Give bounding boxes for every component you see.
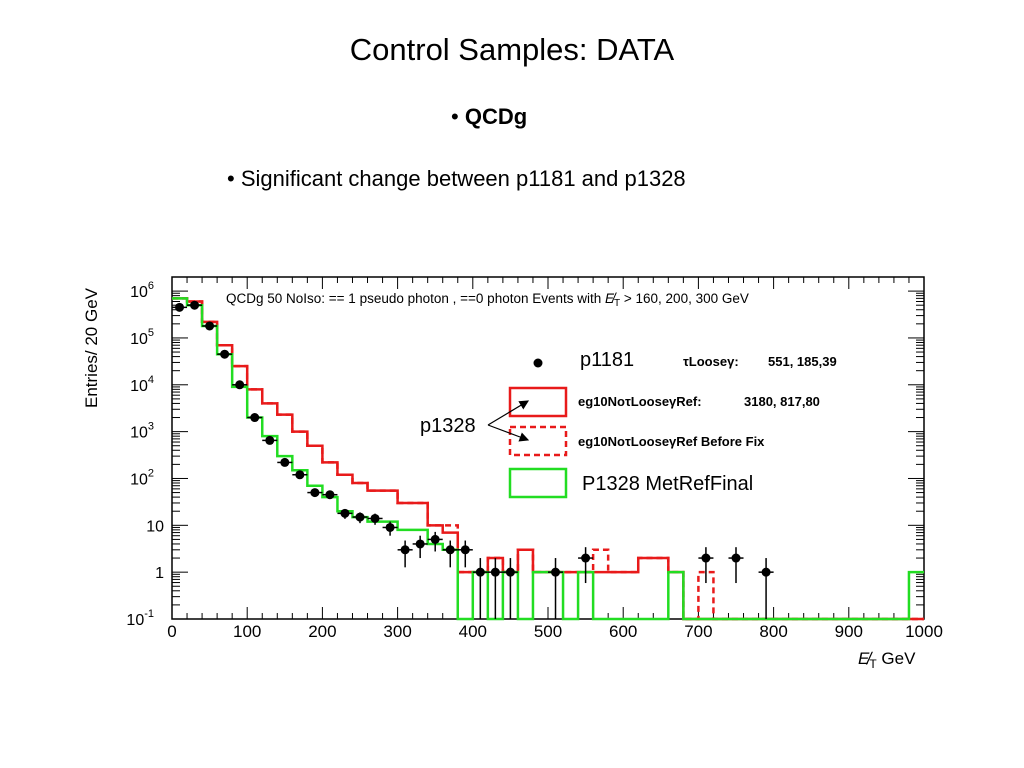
legend-label-tau: τLooseγ: <box>683 354 739 369</box>
data-point <box>551 567 561 577</box>
data-point <box>355 512 365 522</box>
y-tick-label: 102 <box>130 467 154 488</box>
data-point <box>490 567 500 577</box>
data-point <box>370 513 380 523</box>
y-tick-label: 103 <box>130 421 154 442</box>
data-point <box>761 567 771 577</box>
data-point <box>325 490 335 500</box>
data-point <box>175 302 185 312</box>
data-point <box>400 545 410 555</box>
x-tick-label: 500 <box>534 622 562 641</box>
bullet-significant-change: • Significant change between p1181 and p… <box>227 166 686 191</box>
legend-label-p1181: p1181 <box>580 349 634 371</box>
axis-ticks <box>171 276 925 620</box>
data-point <box>295 470 305 480</box>
legend-swatch-red <box>508 386 568 418</box>
data-point <box>205 321 215 331</box>
plot-frame <box>171 276 925 620</box>
annotation-p1328: p1328 <box>420 415 476 437</box>
x-tick-label: 700 <box>684 622 712 641</box>
y-tick-label: 105 <box>130 327 154 348</box>
legend: p1181 τLooseγ: 551, 185,39 eg10NoτLooseγ… <box>508 349 837 499</box>
bullet-marker: • <box>451 104 459 129</box>
y-tick-label: 104 <box>130 374 154 395</box>
annotation-arrow-solid <box>487 400 530 426</box>
data-point <box>190 300 200 310</box>
legend-swatch-red-dashed <box>508 425 568 457</box>
data-point <box>430 534 440 544</box>
p1181-points <box>172 300 774 619</box>
x-tick-label: 800 <box>759 622 787 641</box>
x-tick-label: 400 <box>459 622 487 641</box>
data-point <box>220 349 230 359</box>
legend-label-red-dashed: eg10NoτLooseγRef Before Fix <box>578 434 765 449</box>
x-tick-label: 0 <box>167 622 176 641</box>
legend-value-tau: 551, 185,39 <box>768 354 837 369</box>
slide-title: Control Samples: DATA <box>349 32 675 67</box>
legend-label-green: P1328 MetRefFinal <box>582 473 753 495</box>
legend-label-red: eg10NoτLooseγRef: <box>578 394 702 409</box>
data-point <box>415 539 425 549</box>
y-axis-label: Entries/ 20 GeV <box>82 287 101 408</box>
x-tick-label: 600 <box>609 622 637 641</box>
data-point <box>701 553 711 563</box>
data-point <box>445 545 455 555</box>
data-point <box>280 457 290 467</box>
legend-value-red: 3180, 817,80 <box>744 394 820 409</box>
bullet-qcdg-text: QCDg <box>464 104 528 129</box>
y-tick-label: 10 <box>146 518 164 535</box>
x-tick-label: 1000 <box>905 622 943 641</box>
data-point <box>731 553 741 563</box>
axis-labels: 0 100 200 300 400 500 600 700 800 900 1000 10-1 1 10 1… <box>82 280 943 671</box>
y-tick-label: 1 <box>155 565 164 582</box>
data-point <box>460 545 470 555</box>
x-tick-label: 100 <box>233 622 261 641</box>
data-point <box>250 413 260 423</box>
x-tick-label: 900 <box>835 622 863 641</box>
data-point <box>581 553 591 563</box>
chart-title: QCDg 50 NoIso: == 1 pseudo photon , ==0 … <box>226 291 749 309</box>
y-tick-label: 106 <box>130 280 154 301</box>
x-tick-label: 300 <box>383 622 411 641</box>
x-tick-label: 200 <box>308 622 336 641</box>
data-point <box>265 435 275 445</box>
legend-swatch-green <box>508 467 568 499</box>
y-tick-label: 10-1 <box>126 608 154 629</box>
data-point <box>385 522 395 532</box>
bullet-qcdg: • QCDg <box>451 104 527 130</box>
x-axis-label: E̸T GeV <box>858 649 916 671</box>
data-point <box>475 567 485 577</box>
data-point <box>505 567 515 577</box>
data-point <box>340 508 350 518</box>
data-point <box>310 488 320 498</box>
data-point <box>235 380 245 390</box>
annotation-arrow-dashed <box>487 424 530 442</box>
legend-marker-p1181 <box>533 358 543 368</box>
